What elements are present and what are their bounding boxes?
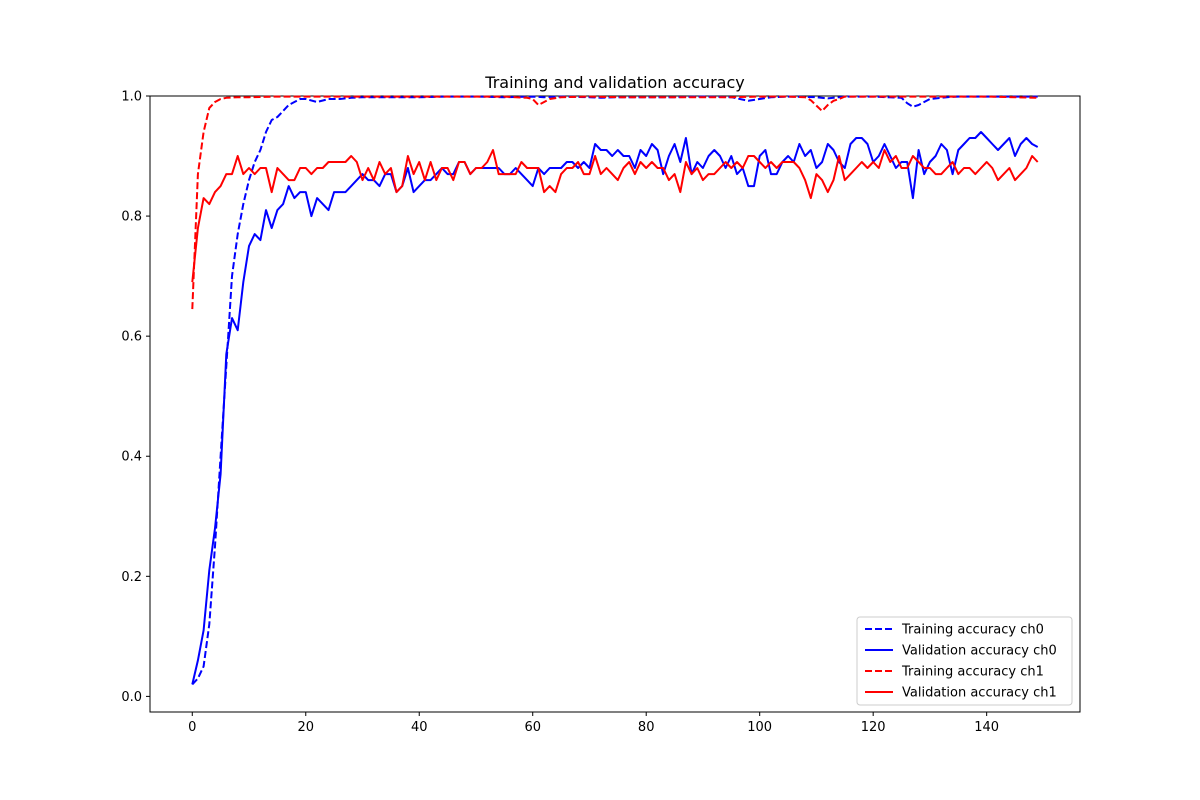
chart-title: Training and validation accuracy (484, 73, 744, 92)
y-tick-label: 0.4 (121, 450, 142, 465)
legend-box (856, 616, 1073, 706)
x-tick-label: 100 (747, 720, 772, 735)
x-tick-label: 0 (188, 720, 196, 735)
legend-label-0: Training accuracy ch0 (901, 623, 1044, 638)
axes-frame (149, 95, 1081, 713)
legend: Training accuracy ch0 Validation accuracy… (856, 616, 1073, 706)
y-tick-label: 0.8 (121, 210, 142, 225)
y-axis: 0.0 0.2 0.4 0.6 0.8 1.0 (121, 90, 150, 705)
x-tick-label: 120 (861, 720, 886, 735)
y-tick-label: 0.6 (121, 330, 142, 345)
plot-area: 0 20 40 60 80 100 120 140 0.0 0.2 0.4 0.6 0.8 1.0 (121, 90, 1081, 735)
series-line-2 (191, 95, 1038, 310)
x-tick-label: 60 (524, 720, 541, 735)
x-tick-label: 20 (297, 720, 314, 735)
x-axis: 0 20 40 60 80 100 120 140 (188, 712, 999, 735)
x-tick-label: 40 (411, 720, 428, 735)
series-group (191, 95, 1039, 686)
series-line-1 (191, 131, 1039, 685)
y-tick-label: 1.0 (121, 90, 142, 105)
y-tick-label: 0.2 (121, 570, 142, 585)
legend-label-1: Validation accuracy ch0 (902, 644, 1057, 659)
legend-label-2: Training accuracy ch1 (901, 665, 1044, 680)
x-tick-label: 80 (638, 720, 655, 735)
y-tick-label: 0.0 (121, 690, 142, 705)
x-tick-label: 140 (974, 720, 999, 735)
legend-label-3: Validation accuracy ch1 (902, 686, 1057, 701)
series-line-3 (191, 149, 1039, 283)
